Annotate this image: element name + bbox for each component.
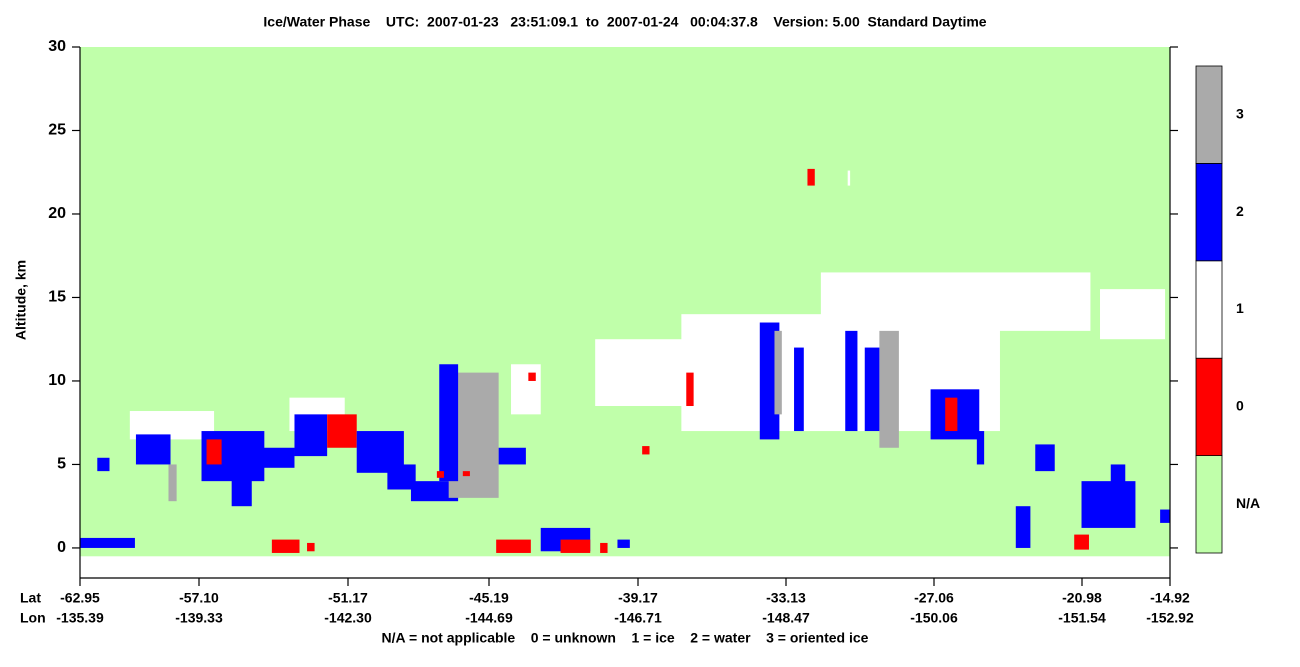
phase-cell <box>976 431 985 465</box>
lon-label: Lon <box>20 610 46 626</box>
x-tick-label: -27.06 <box>914 590 954 606</box>
phase-cell <box>1100 289 1166 340</box>
colorbar-label: N/A <box>1236 495 1260 511</box>
phase-cell <box>80 537 135 548</box>
x-tick-label: -20.98 <box>1062 590 1102 606</box>
phase-cell <box>845 330 858 432</box>
y-tick-label: 5 <box>57 456 66 473</box>
phase-cell <box>879 330 899 448</box>
phase-cell <box>820 272 1091 331</box>
colorbar-swatch <box>1195 357 1223 457</box>
phase-cell <box>439 364 459 482</box>
phase-cell <box>327 414 357 448</box>
x-tick-label: -51.17 <box>328 590 368 606</box>
phase-cell <box>231 464 252 507</box>
phase-cell <box>410 481 459 502</box>
colorbar-swatch <box>1195 65 1223 164</box>
colorbar-swatch <box>1195 162 1223 262</box>
phase-cell <box>642 446 650 455</box>
phase-cell <box>271 539 300 553</box>
x-tick-label: -14.92 <box>1150 590 1190 606</box>
phase-cell <box>387 464 416 490</box>
colorbar-label: 3 <box>1236 105 1244 121</box>
y-tick-label: 20 <box>48 205 66 222</box>
colorbar-label: 2 <box>1236 203 1244 219</box>
plot-area <box>80 47 1170 557</box>
x-tick-lon-label: -139.33 <box>175 610 223 626</box>
phase-cell <box>168 464 177 502</box>
chart-title: Ice/Water Phase UTC: 2007-01-23 23:51:09… <box>263 14 986 30</box>
x-tick-lon-label: -146.71 <box>614 610 662 626</box>
phase-cell <box>498 447 526 465</box>
y-tick-label: 30 <box>48 38 66 55</box>
phase-cell <box>294 414 328 457</box>
colorbar-label: 0 <box>1236 398 1244 414</box>
phase-cell <box>135 434 171 465</box>
phase-cell <box>496 539 531 553</box>
y-tick-label: 0 <box>57 539 66 556</box>
x-tick-lon-label: -150.06 <box>910 610 958 626</box>
y-tick-label: 25 <box>48 122 66 139</box>
y-axis-label: Altitude, km <box>13 260 29 340</box>
y-tick-label: 15 <box>48 289 66 306</box>
phase-cell <box>807 168 815 186</box>
phase-cell <box>560 539 591 553</box>
colorbar-swatch <box>1195 455 1223 554</box>
phase-cell <box>759 322 780 440</box>
x-tick-lon-label: -142.30 <box>324 610 372 626</box>
phase-cell <box>1110 464 1126 498</box>
x-tick-label: -57.10 <box>179 590 219 606</box>
phase-cell <box>436 471 444 478</box>
phase-cell <box>600 542 608 553</box>
x-tick-label: -33.13 <box>766 590 806 606</box>
phase-cell <box>511 364 541 415</box>
phase-cell <box>97 457 110 472</box>
y-tick-label: 10 <box>48 372 66 389</box>
x-tick-label: -62.95 <box>60 590 100 606</box>
phase-cell <box>528 372 536 381</box>
colorbar-label: 1 <box>1236 300 1244 316</box>
phase-cell <box>256 447 295 468</box>
phase-cell <box>617 539 630 548</box>
phase-cell <box>1160 509 1170 523</box>
x-tick-label: -39.17 <box>618 590 658 606</box>
phase-cell <box>307 542 315 552</box>
phase-cell <box>1035 444 1055 472</box>
x-tick-label: -45.19 <box>469 590 509 606</box>
phase-cell <box>774 330 782 415</box>
phase-cell <box>1081 481 1136 528</box>
phase-cell <box>462 471 470 477</box>
phase-cell <box>1074 534 1089 550</box>
phase-cell <box>206 439 222 465</box>
phase-cell <box>686 372 694 407</box>
lat-label: Lat <box>20 590 41 606</box>
x-tick-lon-label: -148.47 <box>762 610 810 626</box>
x-tick-lon-label: -152.92 <box>1146 610 1194 626</box>
legend-note: N/A = not applicable 0 = unknown 1 = ice… <box>382 630 869 646</box>
phase-cell <box>864 347 880 432</box>
phase-cell <box>1015 506 1031 548</box>
x-tick-lon-label: -151.54 <box>1058 610 1106 626</box>
x-tick-lon-label: -144.69 <box>465 610 513 626</box>
x-tick-lon-label: -135.39 <box>56 610 104 626</box>
phase-cell <box>945 397 958 432</box>
phase-cell <box>794 347 804 432</box>
colorbar-swatch <box>1195 260 1223 359</box>
phase-cell <box>847 170 851 186</box>
